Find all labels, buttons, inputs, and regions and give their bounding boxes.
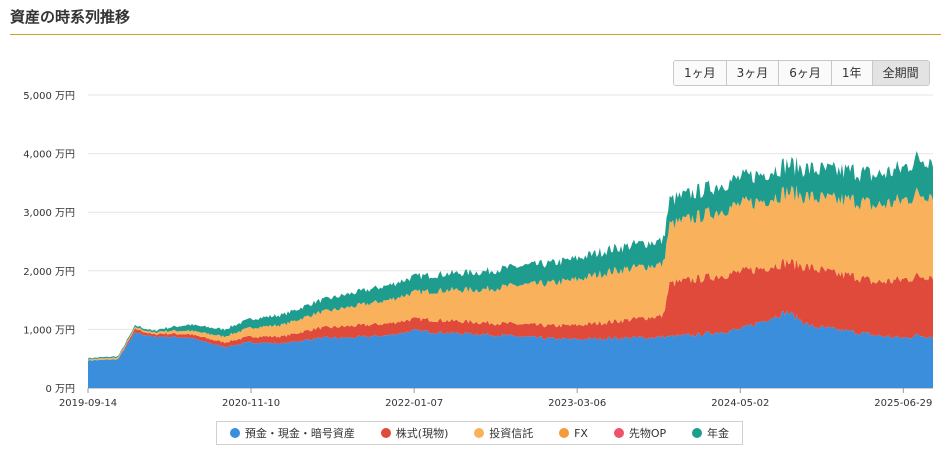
legend-item-futures[interactable]: 先物OP bbox=[613, 425, 667, 441]
legend-label-fx: FX bbox=[574, 426, 588, 440]
chart-legend: 預金・現金・暗号資産 株式(現物) 投資信託 FX 先物OP 年金 bbox=[216, 421, 743, 445]
y-tick-label: 3,000 万円 bbox=[23, 208, 75, 219]
legend-item-fx[interactable]: FX bbox=[559, 427, 588, 440]
page-title: 資産の時系列推移 bbox=[10, 8, 131, 26]
x-tick-label: 2022-01-07 bbox=[385, 398, 443, 409]
legend-item-deposits[interactable]: 預金・現金・暗号資産 bbox=[229, 425, 355, 441]
legend-dot-futures bbox=[613, 428, 624, 438]
range-selector: 1ヶ月 3ヶ月 6ヶ月 1年 全期間 bbox=[673, 60, 930, 86]
legend-label-pension: 年金 bbox=[706, 427, 729, 440]
x-tick-label: 2024-05-02 bbox=[711, 398, 769, 409]
title-divider bbox=[10, 34, 941, 35]
y-tick-label: 1,000 万円 bbox=[23, 325, 75, 336]
range-button-all[interactable]: 全期間 bbox=[871, 61, 929, 85]
y-axis: 0 万円 1,000 万円 2,000 万円 3,000 万円 4,000 万円 5,00… bbox=[23, 91, 75, 395]
x-axis: 2019-09-14 2020-11-10 2022-01-07 2023-03-06… bbox=[59, 388, 932, 409]
legend-label-stocks: 株式(現物) bbox=[395, 427, 449, 440]
asset-area-chart: 0 万円 1,000 万円 2,000 万円 3,000 万円 4,000 万円 5,00… bbox=[23, 91, 933, 409]
range-button-3m[interactable]: 3ヶ月 bbox=[725, 61, 779, 85]
chart-areas bbox=[88, 150, 933, 388]
legend-item-stocks[interactable]: 株式(現物) bbox=[380, 425, 449, 441]
legend-item-pension[interactable]: 年金 bbox=[691, 425, 729, 441]
legend-dot-pension bbox=[691, 428, 702, 438]
legend-label-futures: 先物OP bbox=[628, 427, 667, 440]
legend-dot-stocks bbox=[380, 428, 391, 438]
legend-label-deposits: 預金・現金・暗号資産 bbox=[244, 427, 355, 440]
x-tick-label: 2020-11-10 bbox=[222, 398, 280, 409]
range-button-1y[interactable]: 1年 bbox=[830, 61, 872, 85]
legend-dot-fx bbox=[559, 428, 570, 438]
y-tick-label: 0 万円 bbox=[45, 384, 75, 395]
area-series-0 bbox=[88, 310, 933, 388]
area-series-1 bbox=[88, 258, 933, 361]
y-tick-label: 2,000 万円 bbox=[23, 267, 75, 278]
range-button-6m[interactable]: 6ヶ月 bbox=[778, 61, 831, 85]
y-tick-label: 4,000 万円 bbox=[23, 150, 75, 161]
legend-dot-deposits bbox=[229, 428, 240, 438]
x-tick-label: 2019-09-14 bbox=[59, 398, 117, 409]
x-tick-label: 2023-03-06 bbox=[548, 398, 606, 409]
legend-dot-funds bbox=[474, 428, 485, 438]
y-tick-label: 5,000 万円 bbox=[23, 91, 75, 102]
legend-label-funds: 投資信託 bbox=[489, 427, 534, 440]
area-series-5 bbox=[88, 150, 933, 360]
legend-item-funds[interactable]: 投資信託 bbox=[474, 425, 533, 441]
area-series-2 bbox=[88, 185, 933, 361]
x-tick-label: 2025-06-29 bbox=[874, 398, 932, 409]
range-button-1m[interactable]: 1ヶ月 bbox=[674, 61, 726, 85]
